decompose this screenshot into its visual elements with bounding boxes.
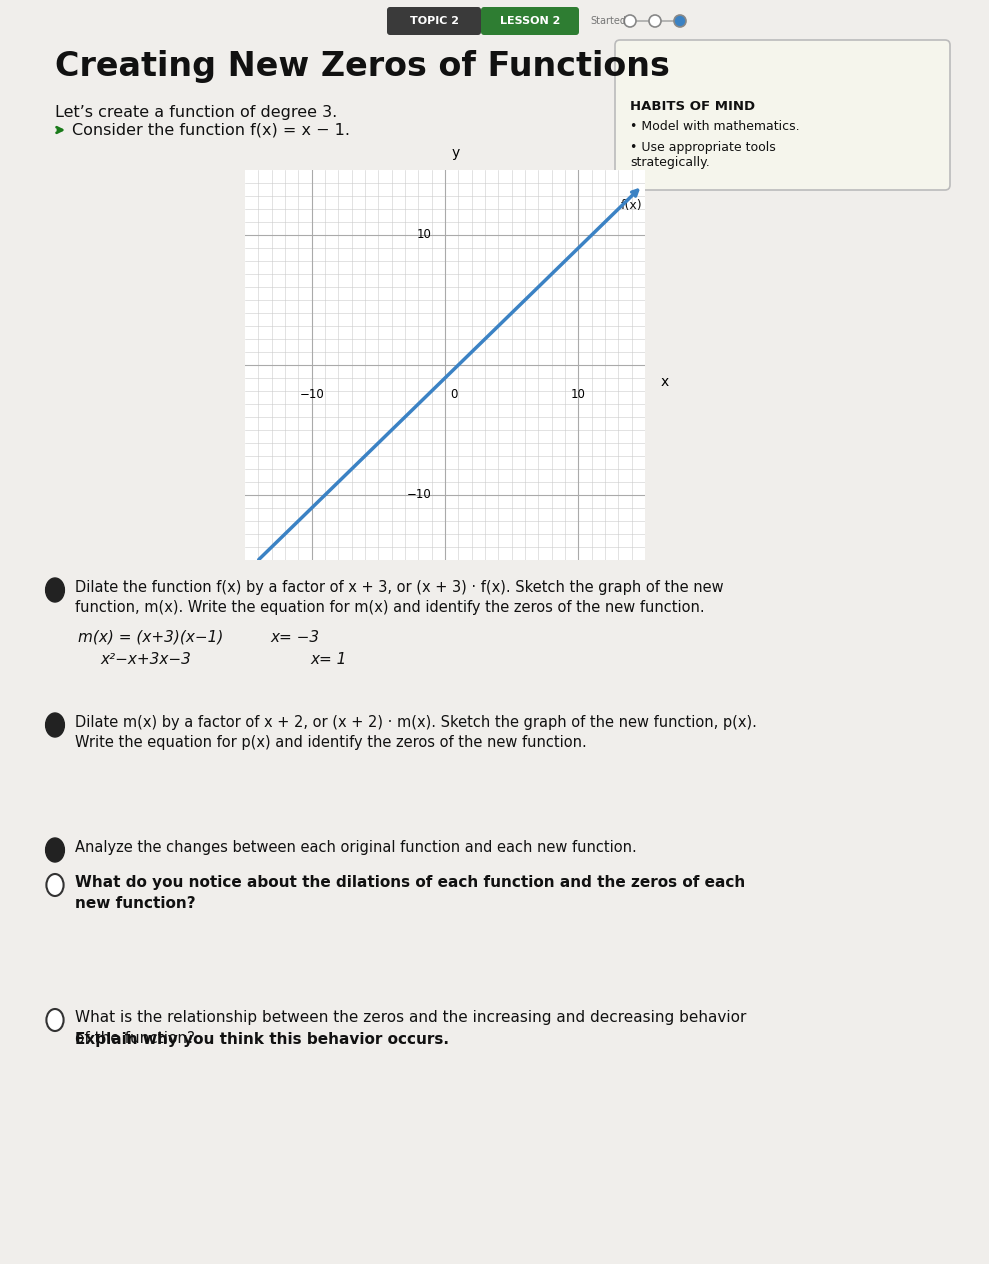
Text: 1: 1 (50, 583, 60, 597)
FancyBboxPatch shape (481, 8, 579, 35)
Text: HABITS OF MIND: HABITS OF MIND (630, 100, 756, 112)
Text: b: b (50, 1012, 59, 1026)
Text: Consider the function f(x) = x − 1.: Consider the function f(x) = x − 1. (72, 123, 350, 138)
Text: LESSON 2: LESSON 2 (499, 16, 560, 27)
FancyBboxPatch shape (615, 40, 950, 190)
Text: 10: 10 (571, 388, 585, 402)
Text: −10: −10 (406, 488, 431, 502)
Text: x= −3: x= −3 (270, 629, 319, 645)
Text: What is the relationship between the zeros and the increasing and decreasing beh: What is the relationship between the zer… (75, 1010, 747, 1047)
Text: Let’s create a function of degree 3.: Let’s create a function of degree 3. (55, 105, 337, 120)
Text: −10: −10 (300, 388, 324, 402)
Text: x= 1: x= 1 (310, 652, 346, 667)
Text: Analyze the changes between each original function and each new function.: Analyze the changes between each origina… (75, 841, 637, 854)
Text: • Model with mathematics.: • Model with mathematics. (630, 120, 800, 133)
Text: What do you notice about the dilations of each function and the zeros of each
ne: What do you notice about the dilations o… (75, 875, 746, 911)
Circle shape (649, 15, 661, 27)
FancyBboxPatch shape (387, 8, 481, 35)
Text: y: y (452, 147, 460, 161)
Circle shape (624, 15, 636, 27)
Text: 2: 2 (50, 718, 60, 732)
Text: Creating New Zeros of Functions: Creating New Zeros of Functions (55, 51, 670, 83)
Text: x: x (661, 375, 670, 389)
Circle shape (674, 15, 686, 27)
Text: Dilate the function f(x) by a factor of x + 3, or (x + 3) · f(x). Sketch the gra: Dilate the function f(x) by a factor of … (75, 580, 724, 616)
Text: 10: 10 (416, 229, 431, 241)
Text: a: a (50, 878, 59, 892)
Text: Explain why you think this behavior occurs.: Explain why you think this behavior occu… (75, 1031, 449, 1047)
Text: Started: Started (590, 16, 626, 27)
Text: Dilate m(x) by a factor of x + 2, or (x + 2) · m(x). Sketch the graph of the new: Dilate m(x) by a factor of x + 2, or (x … (75, 715, 757, 751)
Text: 3: 3 (50, 843, 59, 857)
Text: TOPIC 2: TOPIC 2 (409, 16, 459, 27)
Text: m(x) = (x+3)(x−1): m(x) = (x+3)(x−1) (78, 629, 224, 645)
Text: f(x): f(x) (621, 198, 643, 211)
Text: x²−x+3x−3: x²−x+3x−3 (100, 652, 191, 667)
Text: • Use appropriate tools
strategically.: • Use appropriate tools strategically. (630, 142, 775, 169)
Text: 0: 0 (450, 388, 458, 402)
